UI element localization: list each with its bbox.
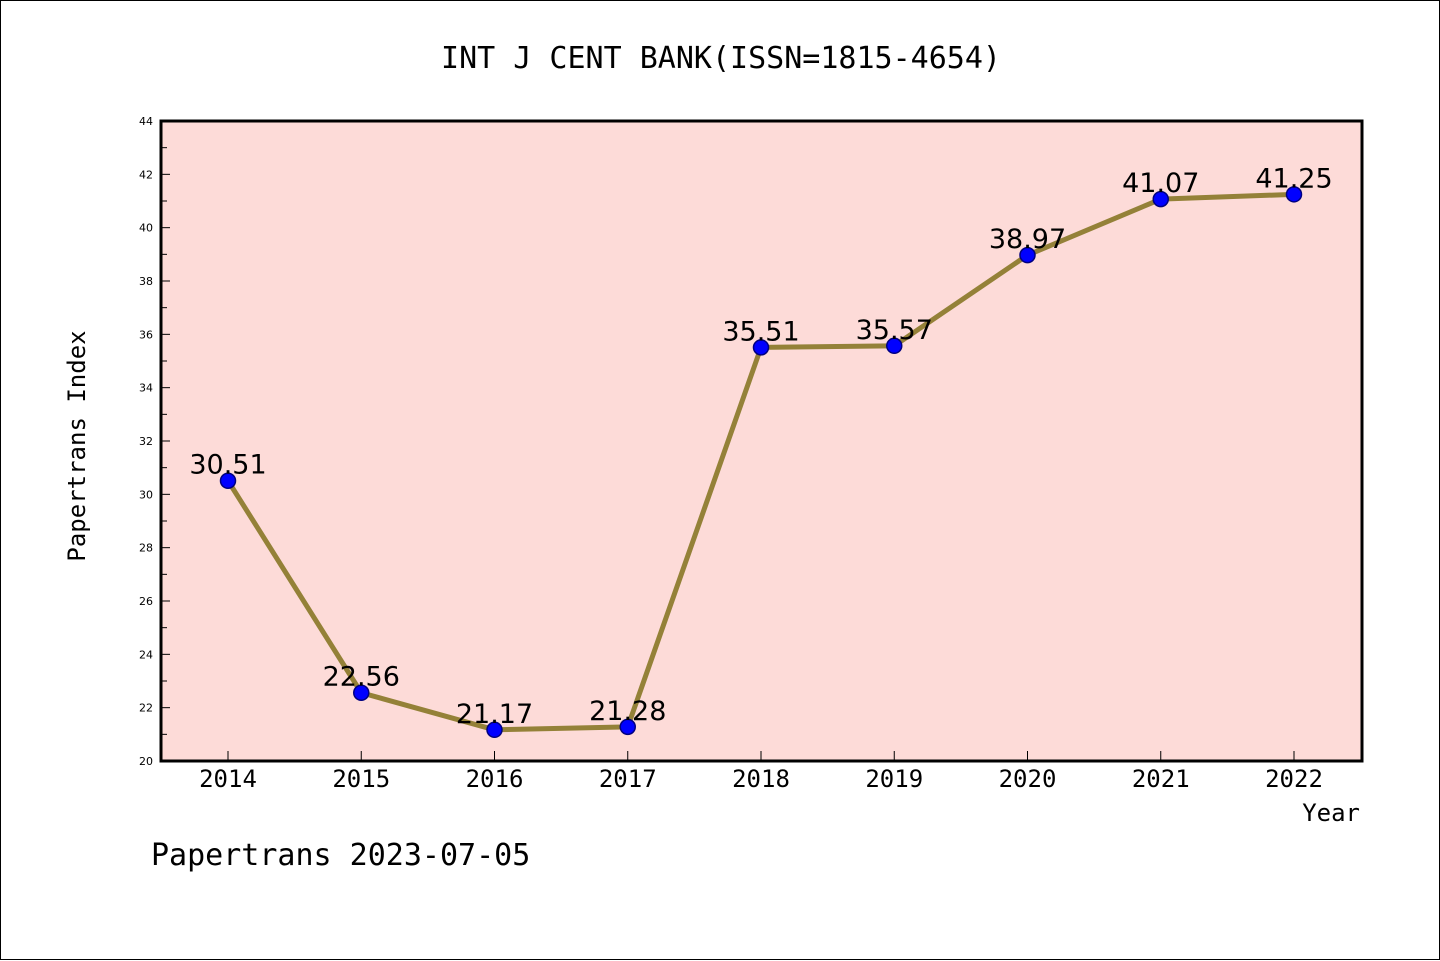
y-tick-label: 42 <box>139 168 153 181</box>
data-label: 38.97 <box>989 224 1066 255</box>
x-tick-label: 2019 <box>865 765 923 793</box>
series-points <box>219 186 1303 739</box>
x-axis-label: Year <box>1302 799 1360 827</box>
data-label: 35.57 <box>856 315 933 346</box>
y-tick-label: 38 <box>139 275 153 288</box>
y-tick-label: 24 <box>139 648 153 661</box>
x-tick-label: 2022 <box>1265 765 1323 793</box>
x-tick-label: 2014 <box>199 765 257 793</box>
data-label: 21.28 <box>589 696 666 727</box>
chart-title: INT J CENT BANK(ISSN=1815-4654) <box>441 41 1001 76</box>
y-axis-ticks: 20 22 24 26 28 30 32 34 36 38 40 42 44 <box>139 115 170 768</box>
data-point <box>219 472 237 489</box>
y-tick-label: 26 <box>139 595 153 608</box>
y-tick-label: 22 <box>139 702 153 715</box>
x-axis-ticks: 2014 2015 2016 2017 2018 2019 2020 2021 2022 <box>199 751 1323 793</box>
y-axis-label: Papertrans Index <box>63 330 91 561</box>
plot-area <box>161 121 1362 761</box>
data-labels: 30.51 22.56 21.17 21.28 35.51 35.57 38.97 41.07… <box>189 163 1332 729</box>
data-point <box>486 721 503 739</box>
data-point <box>1285 186 1303 203</box>
data-point <box>353 684 370 701</box>
y-tick-label: 30 <box>139 488 153 501</box>
plot-border <box>159 119 1364 763</box>
footer-credit: Papertrans 2023-07-05 <box>151 838 530 873</box>
x-tick-label: 2017 <box>599 765 657 793</box>
x-tick-label: 2018 <box>732 765 790 793</box>
y-tick-label: 28 <box>139 542 153 555</box>
y-tick-label: 32 <box>139 435 153 448</box>
x-tick-label: 2021 <box>1132 765 1190 793</box>
x-tick-label: 2020 <box>999 765 1057 793</box>
data-point <box>619 718 636 736</box>
y-tick-label: 40 <box>139 222 153 235</box>
data-point <box>1019 246 1036 264</box>
data-label: 21.17 <box>456 699 533 730</box>
y-tick-label: 34 <box>139 382 153 395</box>
data-point <box>752 339 770 356</box>
data-point <box>1152 190 1169 208</box>
x-tick-label: 2016 <box>466 765 524 793</box>
data-point <box>886 337 903 355</box>
y-tick-label: 36 <box>139 328 153 341</box>
data-label: 30.51 <box>189 450 266 481</box>
y-tick-label: 44 <box>139 115 153 128</box>
data-label: 35.51 <box>722 316 799 347</box>
data-label: 41.07 <box>1122 168 1199 199</box>
data-label: 41.25 <box>1255 163 1332 194</box>
x-tick-label: 2015 <box>332 765 390 793</box>
y-tick-label: 20 <box>139 755 153 768</box>
data-label: 22.56 <box>323 662 400 693</box>
